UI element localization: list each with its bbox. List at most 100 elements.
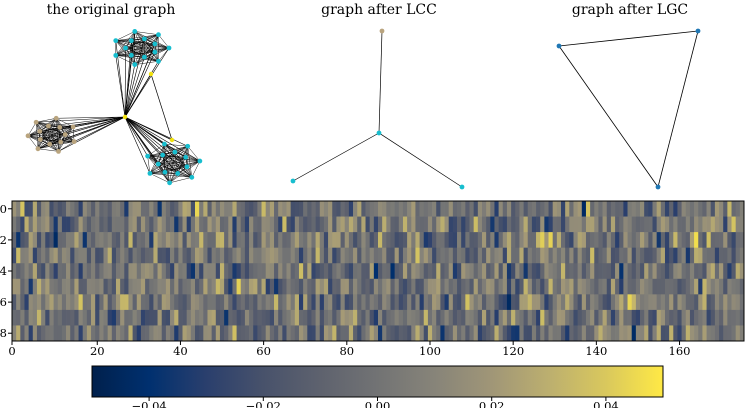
heatmap-cell [494, 294, 499, 311]
heatmap-cell [294, 309, 300, 326]
heatmap-cell [427, 263, 433, 280]
edge [657, 30, 699, 188]
heatmap-cell [257, 325, 262, 342]
edge [37, 134, 66, 149]
heatmap-cell [714, 232, 720, 249]
heatmap-cell [660, 216, 666, 233]
heatmap-cell [444, 232, 450, 249]
heatmap-cell [128, 278, 133, 295]
heatmap-cell [527, 325, 533, 342]
edge [115, 40, 155, 53]
heatmap-cell [610, 201, 616, 217]
heatmap-cell [494, 278, 499, 295]
heatmap-cell [182, 247, 188, 264]
heatmap-cell [615, 216, 620, 233]
heatmap-cell [689, 325, 695, 342]
heatmap-cell [498, 325, 504, 342]
colorbar-tick-label: 0.02 [479, 399, 505, 408]
heatmap-cell [561, 247, 566, 264]
heatmap-cell [382, 294, 387, 311]
heatmap-cell [685, 309, 691, 326]
heatmap-cell [415, 309, 420, 326]
heatmap-cell [244, 325, 250, 342]
heatmap-cell [477, 294, 483, 311]
heatmap-cell [477, 309, 483, 326]
heatmap-cell [274, 325, 279, 342]
heatmap-cell [74, 263, 79, 280]
heatmap-cell [382, 201, 387, 217]
heatmap-cell [190, 247, 196, 264]
edge [58, 141, 75, 152]
heatmap-cell [153, 201, 158, 217]
heatmap-cell [161, 325, 167, 342]
heatmap-cell [394, 216, 400, 233]
heatmap-cell [145, 325, 150, 342]
heatmap-cell [486, 309, 491, 326]
heatmap-cell [290, 278, 296, 295]
heatmap-cell [727, 201, 732, 217]
heatmap-cell [140, 232, 146, 249]
heatmap-cell [448, 309, 454, 326]
heatmap-cell [190, 294, 196, 311]
heatmap-cell [652, 278, 658, 295]
heatmap-cell [452, 325, 458, 342]
heatmap-cell [49, 309, 54, 326]
heatmap-cell [140, 216, 146, 233]
heatmap-cell [340, 232, 346, 249]
heatmap-cell [24, 309, 29, 326]
heatmap-cell [432, 294, 437, 311]
heatmap-cell [681, 294, 687, 311]
heatmap-cell [515, 294, 520, 311]
heatmap-cell [531, 294, 537, 311]
heatmap-cell [702, 278, 707, 295]
heatmap-cell [648, 247, 653, 264]
heatmap-cell [348, 294, 354, 311]
heatmap-cell [66, 325, 71, 342]
edge [124, 43, 156, 118]
heatmap-cell [307, 263, 312, 280]
heatmap-cell [290, 309, 296, 326]
heatmap-cell [149, 232, 154, 249]
heatmap-cell [219, 247, 225, 264]
heatmap-cell [161, 232, 167, 249]
edge [158, 163, 187, 168]
heatmap-cell [228, 263, 233, 280]
heatmap-cell [307, 294, 312, 311]
heatmap-cell [303, 278, 308, 295]
heatmap-cell [502, 294, 508, 311]
heatmap-cell [731, 325, 737, 342]
heatmap-cell [253, 232, 258, 249]
heatmap-cell [411, 216, 416, 233]
heatmap-cell [45, 309, 50, 326]
heatmap-cell [623, 232, 628, 249]
heatmap-cell [606, 278, 612, 295]
heatmap-cell [290, 247, 296, 264]
heatmap-cell [311, 216, 316, 233]
heatmap-cell [731, 201, 737, 217]
heatmap-cell [319, 247, 325, 264]
heatmap-cell [490, 216, 495, 233]
heatmap-cell [373, 278, 379, 295]
heatmap-cell [298, 309, 304, 326]
heatmap-cell [398, 247, 404, 264]
heatmap-cell [569, 232, 574, 249]
heatmap-cell [461, 278, 466, 295]
heatmap-cell [619, 232, 624, 249]
heatmap-cell [36, 201, 42, 217]
heatmap-cell [540, 201, 545, 217]
edge [115, 34, 159, 56]
heatmap-cell [24, 216, 29, 233]
heatmap-cell [602, 216, 608, 233]
heatmap-cell [519, 247, 524, 264]
heatmap-cell [373, 232, 379, 249]
heatmap-cell [353, 247, 358, 264]
heatmap-cell [274, 278, 279, 295]
heatmap-cell [702, 232, 707, 249]
edge [185, 157, 200, 162]
heatmap-cell [502, 325, 508, 342]
heatmap-cell [419, 247, 425, 264]
heatmap-cell [706, 247, 712, 264]
heatmap-cell [290, 263, 296, 280]
heatmap-cell [523, 325, 529, 342]
